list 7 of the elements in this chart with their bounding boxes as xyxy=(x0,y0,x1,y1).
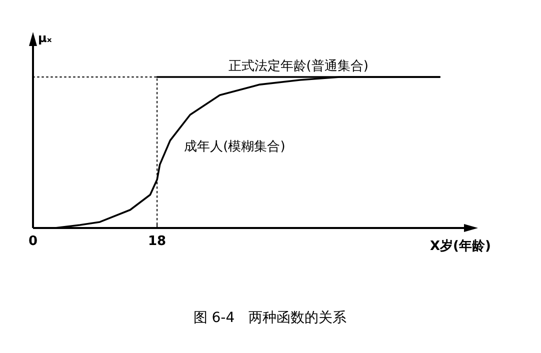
series-label: 正式法定年龄(普通集合) xyxy=(228,58,368,74)
x-tick-label: 18 xyxy=(148,234,166,249)
x-tick-label: 0 xyxy=(28,234,38,249)
series-label: 成年人(模糊集合) xyxy=(184,139,286,154)
x-axis-title: X岁(年龄) xyxy=(430,239,491,254)
text: 图 6-4 两种函数的关系 xyxy=(193,310,347,326)
y-axis-title: μₓ xyxy=(38,31,52,45)
